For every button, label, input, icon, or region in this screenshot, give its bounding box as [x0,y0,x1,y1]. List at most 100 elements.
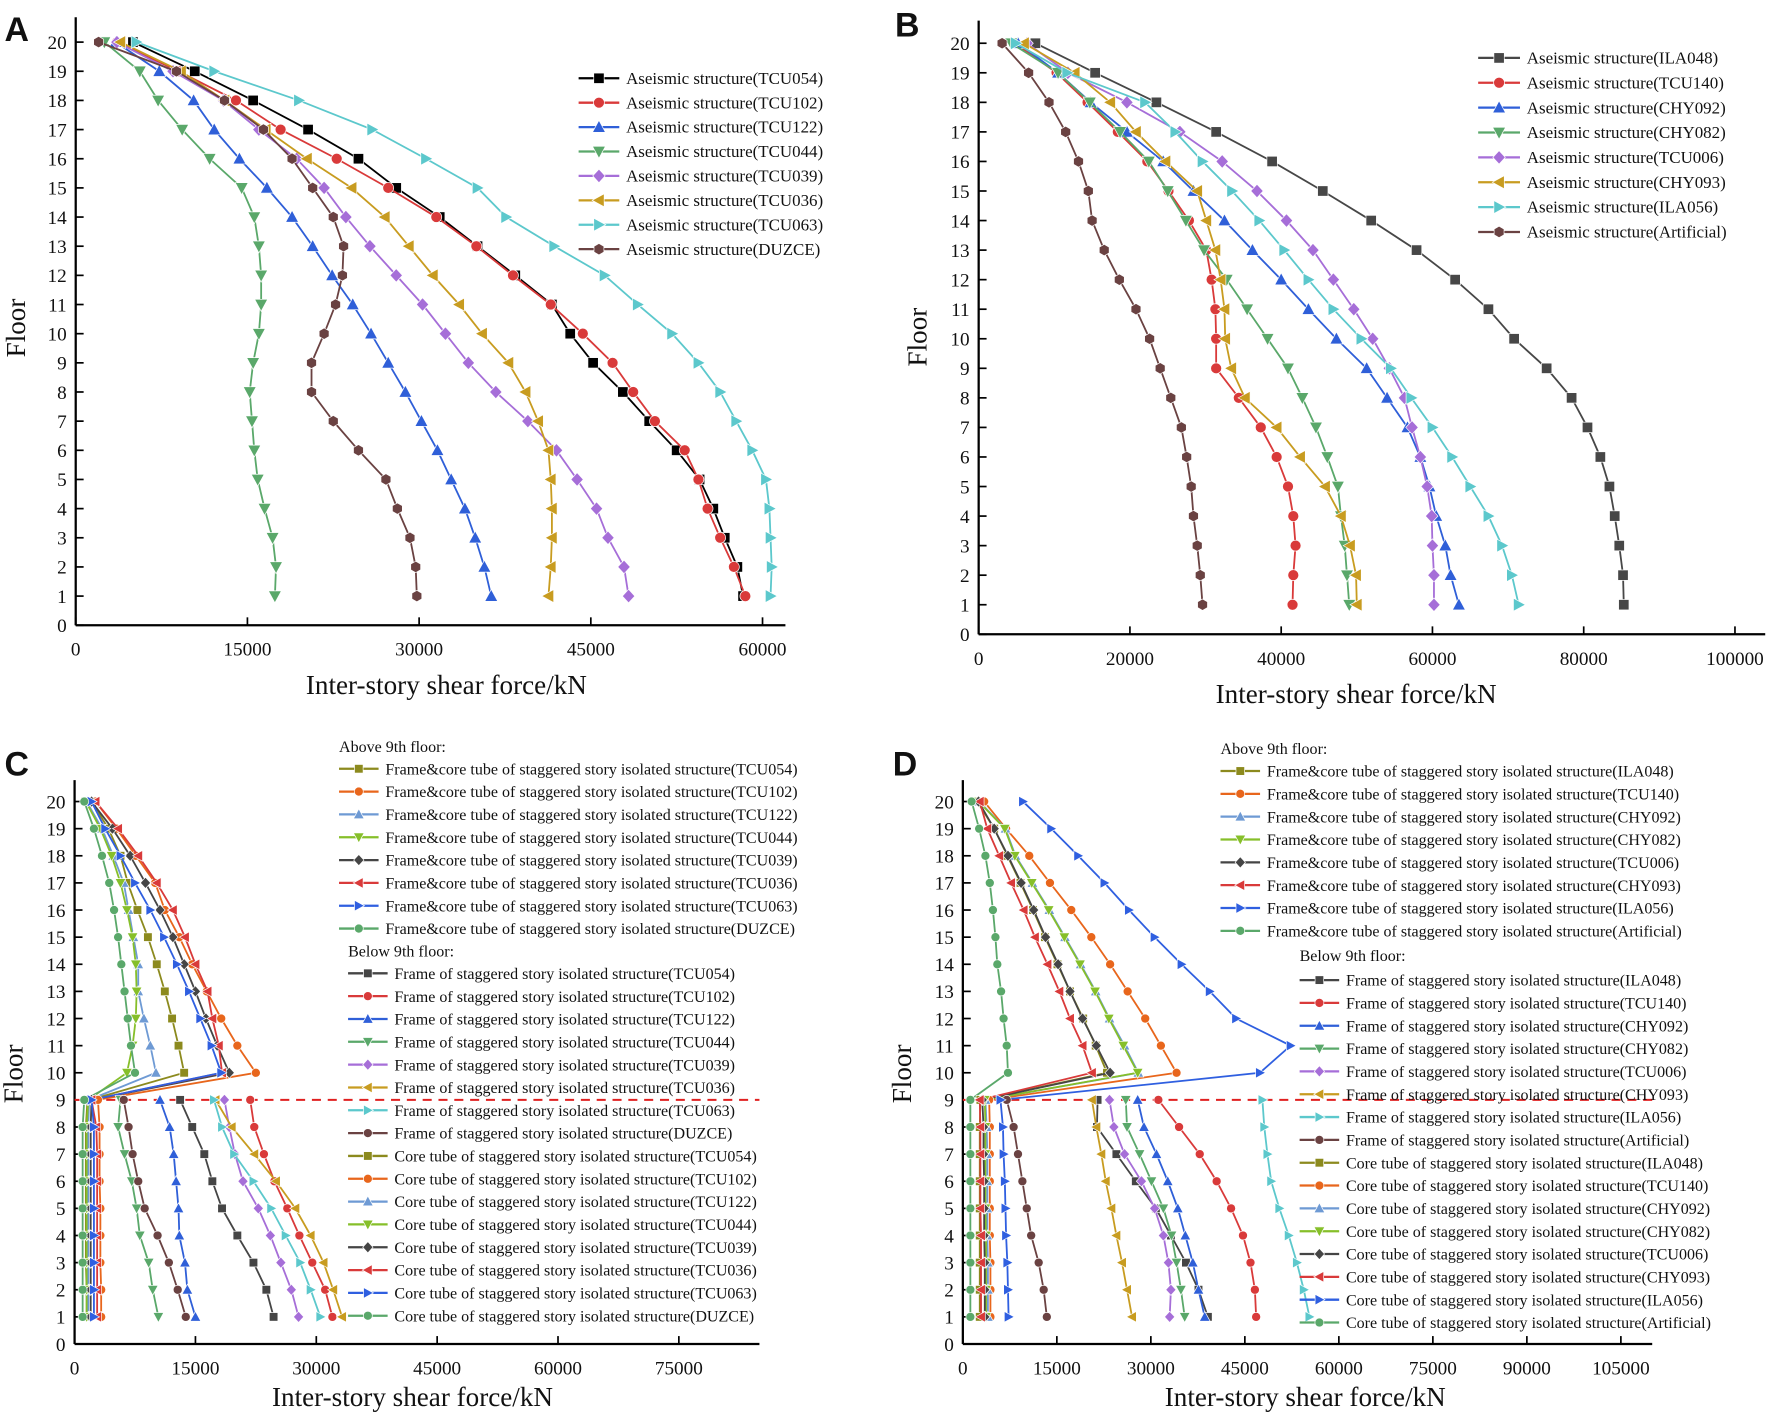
data-point [345,297,360,311]
data-point [274,123,287,136]
data-point [980,822,992,835]
legend-item: Core tube of staggered story isolated st… [1299,1292,1703,1309]
data-point [93,35,104,49]
data-point [1131,1093,1144,1105]
data-point [327,415,339,428]
legend-marker [361,1012,374,1024]
y-tick-label: 13 [950,241,969,262]
data-point [219,94,230,107]
legend-marker [1235,925,1246,936]
y-tick-label: 12 [935,1009,954,1030]
data-point [1217,331,1231,346]
data-point [1154,362,1166,375]
legend-marker [352,876,364,889]
legend-item: Frame of staggered story isolated struct… [348,1012,735,1029]
legend-item: Core tube of staggered story isolated st… [348,1286,757,1303]
legend-label: Frame of staggered story isolated struct… [394,1080,735,1097]
legend-marker [363,1151,373,1161]
data-point [216,1066,228,1079]
y-tick-label: 13 [46,982,65,1003]
data-point [1506,568,1520,583]
y-tick-label: 3 [960,536,970,557]
data-point [89,1121,101,1133]
data-point [965,1122,976,1132]
x-tick-label: 45000 [567,640,615,661]
data-point [1226,1203,1236,1214]
data-point [1028,931,1040,944]
data-point [992,849,1004,862]
legend-marker [1235,766,1245,776]
data-point [1158,154,1172,169]
legend-marker [1493,225,1505,239]
legend-item: Core tube of staggered story isolated st… [1299,1201,1710,1218]
data-point [739,590,752,602]
legend-marker [1492,126,1507,140]
x-axis-title: Inter-story shear force/kN [1216,679,1497,709]
data-point [1274,1202,1286,1215]
legend-marker [363,991,373,1001]
legend-item: Frame of staggered story isolated struct… [1299,1041,1688,1058]
data-point [1250,183,1264,199]
legend-group-header: Below 9th floor: [348,943,454,960]
data-point [212,1039,224,1052]
legend-label: Frame&core tube of staggered story isola… [1267,855,1679,872]
data-point [1041,958,1053,971]
data-point [275,1256,287,1269]
legend-label: Frame&core tube of staggered story isola… [385,898,797,915]
data-point [252,1202,264,1215]
series [996,37,1208,611]
legend-label: Aseismic structure(TCU140) [1527,73,1724,92]
data-point [1052,958,1064,971]
data-point [257,503,272,517]
data-point [507,269,519,282]
series [175,1095,279,1322]
y-tick-label: 2 [56,1281,66,1302]
data-point [130,1203,143,1215]
data-point [1171,1067,1182,1078]
data-point [251,240,266,254]
x-tick-label: 40000 [1257,649,1305,670]
data-point [1018,795,1030,808]
legend-marker [591,145,607,159]
data-point [692,473,705,486]
series [973,1093,986,1323]
data-point [248,1175,260,1188]
data-point [518,384,532,400]
data-point [160,986,170,997]
data-point [130,876,142,889]
data-point [1301,301,1316,315]
data-point [245,1095,256,1105]
series [965,1095,976,1322]
legend-marker [1314,1158,1325,1168]
y-tick-label: 19 [935,819,954,840]
data-point [1413,449,1428,465]
legend-label: Frame&core tube of staggered story isola… [385,784,797,801]
data-point [137,1012,150,1024]
legend-item: Aseismic structure(TCU102) [578,93,823,112]
legend-marker [1491,175,1505,190]
data-point [1085,1066,1097,1079]
legend-label: Aseismic structure(Artificial) [1527,223,1727,242]
series [973,795,1145,1105]
data-point [1156,1040,1166,1051]
data-point [1287,510,1300,522]
data-point [315,1310,327,1323]
legend-marker [1234,856,1246,869]
data-point [151,94,166,108]
legend-label: Core tube of staggered story isolated st… [394,1217,756,1234]
data-point [1213,272,1227,287]
data-point [1083,184,1094,198]
y-tick-label: 10 [47,324,66,345]
data-point [178,958,190,971]
data-point [133,1230,146,1242]
data-point [232,1230,242,1241]
data-point [202,153,217,167]
data-point [306,385,317,399]
data-point [1443,567,1458,581]
data-point [760,472,774,487]
data-point [1038,1284,1049,1295]
data-point [1150,96,1162,108]
legend-item: Frame of staggered story isolated struct… [348,1103,735,1120]
data-point [974,1148,986,1161]
data-point [1089,986,1102,998]
